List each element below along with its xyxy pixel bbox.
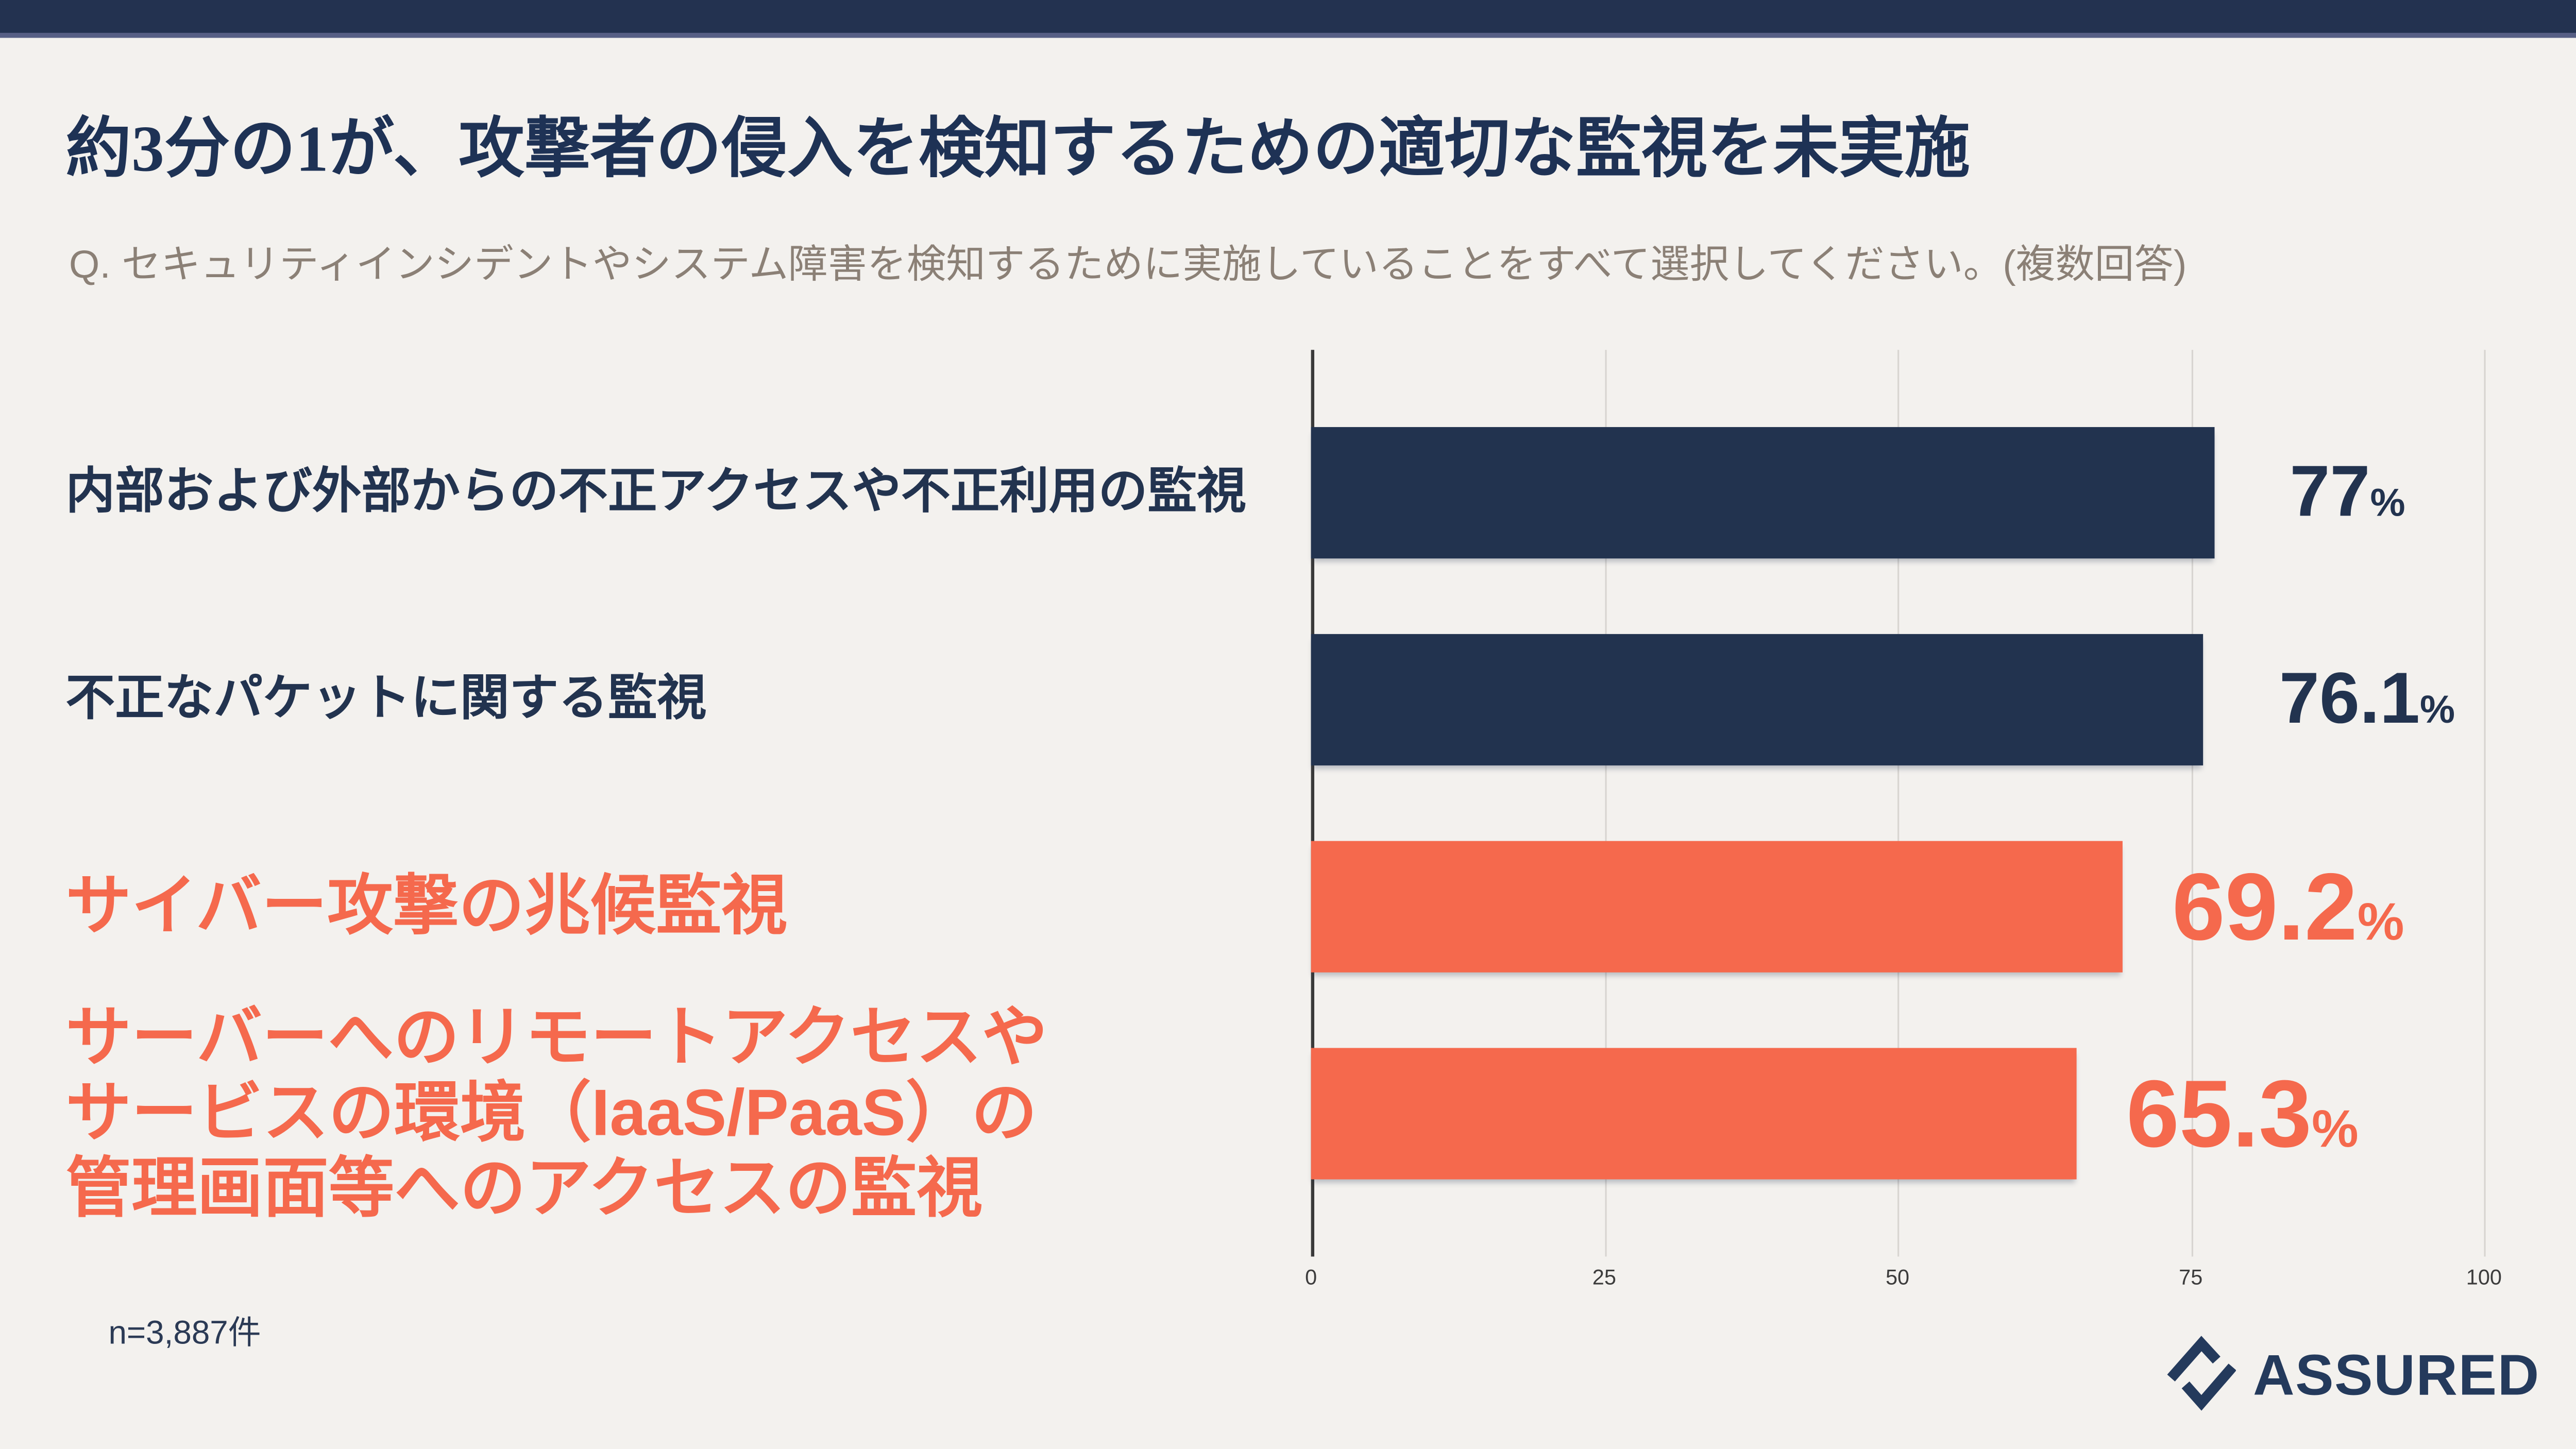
category-label-1: 内部および外部からの不正アクセスや不正利用の監視 [66, 427, 1290, 558]
value-percent-sign: % [2357, 891, 2404, 950]
category-label-text: 不正なパケットに関する監視 [65, 672, 707, 726]
gridline-x-0 [1311, 350, 1315, 1257]
x-axis-tick-label: 75 [2179, 1265, 2203, 1290]
question-subtitle: Q. セキュリティインシデントやシステム障害を検知するために実施していることをす… [69, 243, 2187, 288]
bar-4 [1311, 1048, 2077, 1180]
value-label-2: 76.1% [2279, 634, 2455, 765]
value-number: 69.2 [2172, 853, 2358, 960]
category-label-text: サーバーへのリモートアクセスや サービスの環境（IaaS/PaaS）の 管理画面… [65, 1002, 1048, 1225]
gridline-x-100 [2484, 350, 2486, 1257]
value-label-4: 65.3% [2126, 1048, 2359, 1179]
bar-2 [1311, 634, 2204, 765]
value-percent-sign: % [2370, 481, 2405, 526]
gridline-x-75 [2191, 350, 2193, 1257]
logo-wordmark: ASSURED [2252, 1343, 2540, 1408]
assured-diamond-check-icon [2167, 1335, 2237, 1419]
value-number: 76.1 [2279, 658, 2420, 739]
x-axis-tick-label: 25 [1592, 1265, 1616, 1290]
value-percent-sign: % [2312, 1098, 2359, 1157]
category-label-4: サーバーへのリモートアクセスや サービスの環境（IaaS/PaaS）の 管理画面… [66, 1002, 1290, 1225]
value-number: 65.3 [2126, 1060, 2312, 1167]
x-axis-tick-label: 100 [2466, 1265, 2502, 1290]
gridline-x-50 [1897, 350, 1900, 1257]
x-axis-tick-label: 0 [1305, 1265, 1317, 1290]
category-label-2: 不正なパケットに関する監視 [66, 634, 1290, 765]
assured-logo: ASSURED [2167, 1334, 2540, 1419]
category-label-3: サイバー攻撃の兆候監視 [66, 841, 1290, 973]
page-title: 約3分の1が、攻撃者の侵入を検知するための適切な監視を未実施 [65, 111, 1970, 185]
top-accent-bar [0, 0, 2576, 38]
gridline-x-25 [1604, 350, 1606, 1257]
x-axis-tick-label: 50 [1885, 1265, 1910, 1290]
value-number: 77 [2290, 451, 2370, 533]
sample-size-note: n=3,887件 [108, 1316, 261, 1352]
bar-1 [1311, 427, 2214, 559]
value-percent-sign: % [2420, 688, 2455, 733]
value-label-3: 69.2% [2172, 841, 2404, 973]
value-label-1: 77% [2290, 427, 2405, 558]
category-label-text: 内部および外部からの不正アクセスや不正利用の監視 [65, 465, 1246, 519]
bar-3 [1311, 841, 2123, 973]
bar-chart-plot-area [1311, 350, 2486, 1257]
category-label-text: サイバー攻撃の兆候監視 [65, 871, 788, 943]
